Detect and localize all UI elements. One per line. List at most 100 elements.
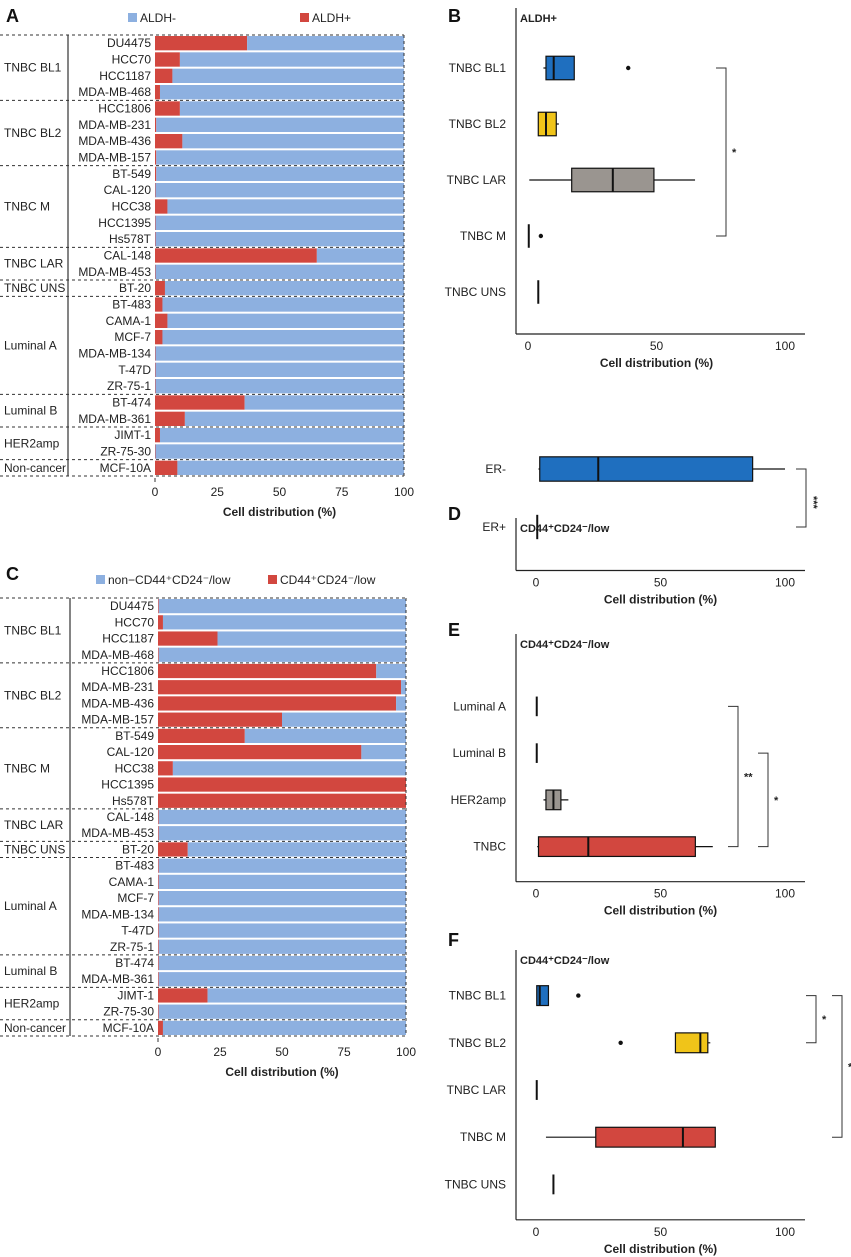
x-tick-label: 100 xyxy=(775,576,795,590)
cell-line-label: MDA-MB-157 xyxy=(81,713,154,727)
bar-non-cd44-cd24-low-zr-75-1 xyxy=(158,939,406,954)
bar-cd44-cd24-low-du4475 xyxy=(158,599,159,614)
category-label: TNBC LAR xyxy=(447,1083,507,1097)
bar-aldh-cal-148 xyxy=(316,248,404,263)
bar-aldh-bt-20 xyxy=(155,281,165,296)
bar-aldh-zr-75-30 xyxy=(155,444,404,459)
category-label: TNBC UNS xyxy=(445,285,506,299)
x-tick-label: 100 xyxy=(775,887,795,901)
panel-c: non−CD44⁺CD24⁻/low CD44⁺CD24⁻/low DU4475 HC… xyxy=(0,573,416,1079)
cell-line-label: MDA-MB-436 xyxy=(81,696,154,710)
bar-aldh-bt-483 xyxy=(162,297,404,312)
cell-line-label: BT-20 xyxy=(119,281,151,295)
cell-line-label: MCF-10A xyxy=(103,1021,154,1035)
outlier-tnbc-bl1 xyxy=(576,993,581,998)
cell-line-label: HCC1187 xyxy=(99,69,151,83)
panel-letter-e: E xyxy=(448,620,460,640)
x-tick-label: 0 xyxy=(525,339,532,353)
significance-bracket xyxy=(758,752,769,848)
panel-a: ALDH- ALDH+ DU4475 HCC70 HCC1187 MDA-MB-468 HC… xyxy=(0,11,414,519)
x-tick-label: 50 xyxy=(273,485,287,499)
outlier-tnbc-m xyxy=(538,233,544,239)
cell-line-label: BT-483 xyxy=(115,859,154,873)
group-label: TNBC LAR xyxy=(4,818,64,832)
bar-non-cd44-cd24-low-cama-1 xyxy=(158,874,406,889)
bar-aldh-hcc1806 xyxy=(179,101,404,116)
bar-non-cd44-cd24-low-jimt-1 xyxy=(207,988,406,1003)
category-label: TNBC BL1 xyxy=(449,989,507,1003)
bar-aldh-hs578t xyxy=(155,232,404,247)
category-label: ER+ xyxy=(482,520,506,534)
panel-letter-f: F xyxy=(448,930,459,950)
panel-letter-d: D xyxy=(448,504,461,524)
cell-line-label: MCF-7 xyxy=(117,891,154,905)
x-tick-label: 50 xyxy=(654,1225,668,1239)
category-label: HER2amp xyxy=(451,793,507,807)
bar-cd44-cd24-low-bt-483 xyxy=(158,858,159,873)
legend-swatch-pos xyxy=(300,13,309,22)
significance-mark: * xyxy=(732,147,737,159)
bar-aldh-hcc1806 xyxy=(155,101,180,116)
x-tick-label: 0 xyxy=(533,576,540,590)
bar-cd44-cd24-low-hcc1395 xyxy=(158,777,406,792)
category-label: Luminal A xyxy=(453,699,506,713)
cell-line-label: BT-483 xyxy=(112,298,151,312)
panel-b: ALDH+ TNBC BL1 TNBC BL2 TNBC LAR TNBC M TNBC … xyxy=(445,8,805,370)
bar-aldh-mda-mb-361 xyxy=(184,411,404,426)
bar-non-cd44-cd24-low-mda-mb-157 xyxy=(282,712,406,727)
cell-line-label: MDA-MB-157 xyxy=(78,151,151,165)
cell-line-label: MDA-MB-231 xyxy=(81,680,154,694)
bar-non-cd44-cd24-low-bt-483 xyxy=(158,858,406,873)
cell-line-label: ZR-75-1 xyxy=(107,379,151,393)
panel-letter-a: A xyxy=(6,6,19,26)
significance-mark: * xyxy=(848,1061,851,1073)
legend-label: ALDH- xyxy=(140,11,176,25)
outlier-tnbc-bl2 xyxy=(618,1040,623,1046)
bar-cd44-cd24-low-hcc1806 xyxy=(158,663,377,679)
cell-line-label: HCC1395 xyxy=(98,216,151,230)
bar-cd44-cd24-low-mda-mb-231 xyxy=(158,680,402,695)
bar-aldh-mcf-10a xyxy=(177,460,404,475)
bar-cd44-cd24-low-zr-75-1 xyxy=(158,939,159,954)
category-label: TNBC BL2 xyxy=(449,1036,507,1050)
cell-line-label: CAMA-1 xyxy=(109,875,155,889)
bar-aldh-mda-mb-361 xyxy=(155,411,185,426)
bar-cd44-cd24-low-bt-474 xyxy=(158,955,159,971)
bar-aldh-mda-mb-436 xyxy=(182,134,404,149)
bar-cd44-cd24-low-bt-549 xyxy=(158,728,245,743)
cell-line-label: HCC1806 xyxy=(98,102,151,116)
bar-non-cd44-cd24-low-hcc70 xyxy=(162,615,406,630)
bar-aldh-cama-1 xyxy=(155,313,168,328)
cell-line-label: MDA-MB-134 xyxy=(78,347,151,361)
cell-line-label: MDA-MB-468 xyxy=(78,85,151,99)
box-tnbc-m xyxy=(595,1126,716,1148)
legend-swatch-pos xyxy=(268,575,277,584)
bar-non-cd44-cd24-low-hcc38 xyxy=(172,761,406,776)
category-label: ER- xyxy=(485,462,506,476)
legend-label: ALDH+ xyxy=(312,11,351,25)
cell-line-label: MDA-MB-436 xyxy=(78,134,151,148)
significance-bracket xyxy=(796,468,807,528)
x-tick-label: 25 xyxy=(211,485,225,499)
x-axis-title: Cell distribution (%) xyxy=(604,904,717,918)
bar-non-cd44-cd24-low-hcc1187 xyxy=(217,631,406,646)
cell-line-label: BT-474 xyxy=(112,396,151,410)
bar-aldh-mda-mb-436 xyxy=(155,134,183,149)
legend-swatch-neg xyxy=(96,575,105,584)
cell-line-label: HCC1806 xyxy=(101,664,154,678)
outlier-tnbc-bl1 xyxy=(626,65,631,71)
group-label: TNBC M xyxy=(4,200,50,214)
group-label: TNBC BL2 xyxy=(4,688,62,702)
bar-cd44-cd24-low-hs578t xyxy=(158,793,406,808)
group-label: Non-cancer xyxy=(4,461,66,475)
bar-non-cd44-cd24-low-mda-mb-436 xyxy=(396,696,406,711)
bar-aldh-t-47d xyxy=(155,362,404,377)
panel-title: CD44⁺CD24⁻/low xyxy=(520,523,610,535)
bar-aldh-du4475 xyxy=(247,36,404,51)
bar-non-cd44-cd24-low-cal-120 xyxy=(361,745,406,760)
bar-aldh-hcc1395 xyxy=(155,215,404,230)
bar-cd44-cd24-low-cal-120 xyxy=(158,745,362,760)
category-label: TNBC LAR xyxy=(447,173,507,187)
bar-aldh-mcf-10a xyxy=(155,460,178,475)
